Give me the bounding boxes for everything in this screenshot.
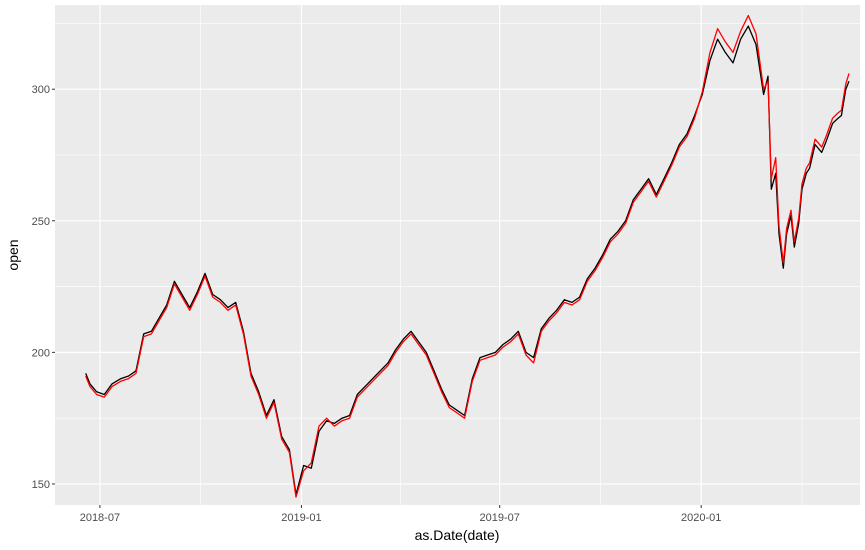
major-gridlines xyxy=(55,5,860,505)
series-lines xyxy=(85,14,850,498)
x-tick-label: 2020-01 xyxy=(681,512,721,524)
y-axis-title: open xyxy=(5,239,21,270)
minor-gridlines xyxy=(55,5,860,505)
x-axis-title: as.Date(date) xyxy=(415,527,500,543)
x-tick-label: 2018-07 xyxy=(80,512,120,524)
y-tick-label: 250 xyxy=(32,216,50,228)
y-tick-label: 200 xyxy=(32,347,50,359)
series-line-2 xyxy=(85,14,850,498)
x-tick-label: 2019-01 xyxy=(281,512,321,524)
x-axis-ticks: 2018-07 2019-01 2019-07 2020-01 xyxy=(80,505,721,524)
y-tick-label: 300 xyxy=(32,84,50,96)
y-axis-ticks: 150 200 250 300 xyxy=(32,84,55,491)
y-tick-label: 150 xyxy=(32,479,50,491)
x-tick-label: 2019-07 xyxy=(479,512,519,524)
plot-panel xyxy=(55,5,860,505)
